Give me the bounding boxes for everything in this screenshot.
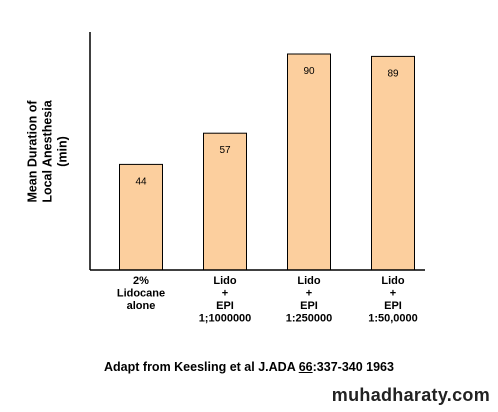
data-label-4: 89 — [387, 68, 399, 79]
bar-4 — [371, 55, 415, 271]
x-tick-label-4: Lido + EPI 1:50,0000 — [368, 275, 418, 325]
data-label-2: 57 — [219, 145, 231, 156]
data-label-3: 90 — [303, 66, 315, 77]
data-label-1: 44 — [135, 176, 147, 187]
bar-2 — [203, 132, 247, 271]
bar-3 — [287, 53, 331, 271]
watermark: muhadharaty.com — [331, 385, 490, 405]
caption-prefix: Adapt from Keesling et al J.ADA — [104, 360, 299, 374]
y-axis-label-line-1: Mean Duration of — [25, 99, 40, 203]
x-tick-label-2: Lido + EPI 1;1000000 — [199, 275, 252, 325]
data-labels: 44 57 90 89 — [135, 66, 399, 187]
x-tick-label-1: 2% Lidocane alone — [117, 275, 165, 312]
y-axis-label-line-2: Local Anesthesia — [40, 99, 55, 203]
bars — [119, 53, 415, 271]
caption-suffix: :337-340 1963 — [312, 360, 394, 374]
x-tick-label-3: Lido + EPI 1:250000 — [286, 275, 333, 325]
x-tick-labels: 2% Lidocane alone Lido + EPI 1;1000000 Lido + EPI… — [117, 275, 418, 325]
caption-volume: 66 — [298, 360, 313, 374]
bar-1 — [119, 163, 163, 271]
y-axis-label: Mean Duration of Local Anesthesia (min) — [22, 92, 74, 210]
source-caption: Adapt from Keesling et al J.ADA 66:337-3… — [0, 360, 498, 374]
y-axis-label-line-3: (min) — [55, 135, 70, 167]
